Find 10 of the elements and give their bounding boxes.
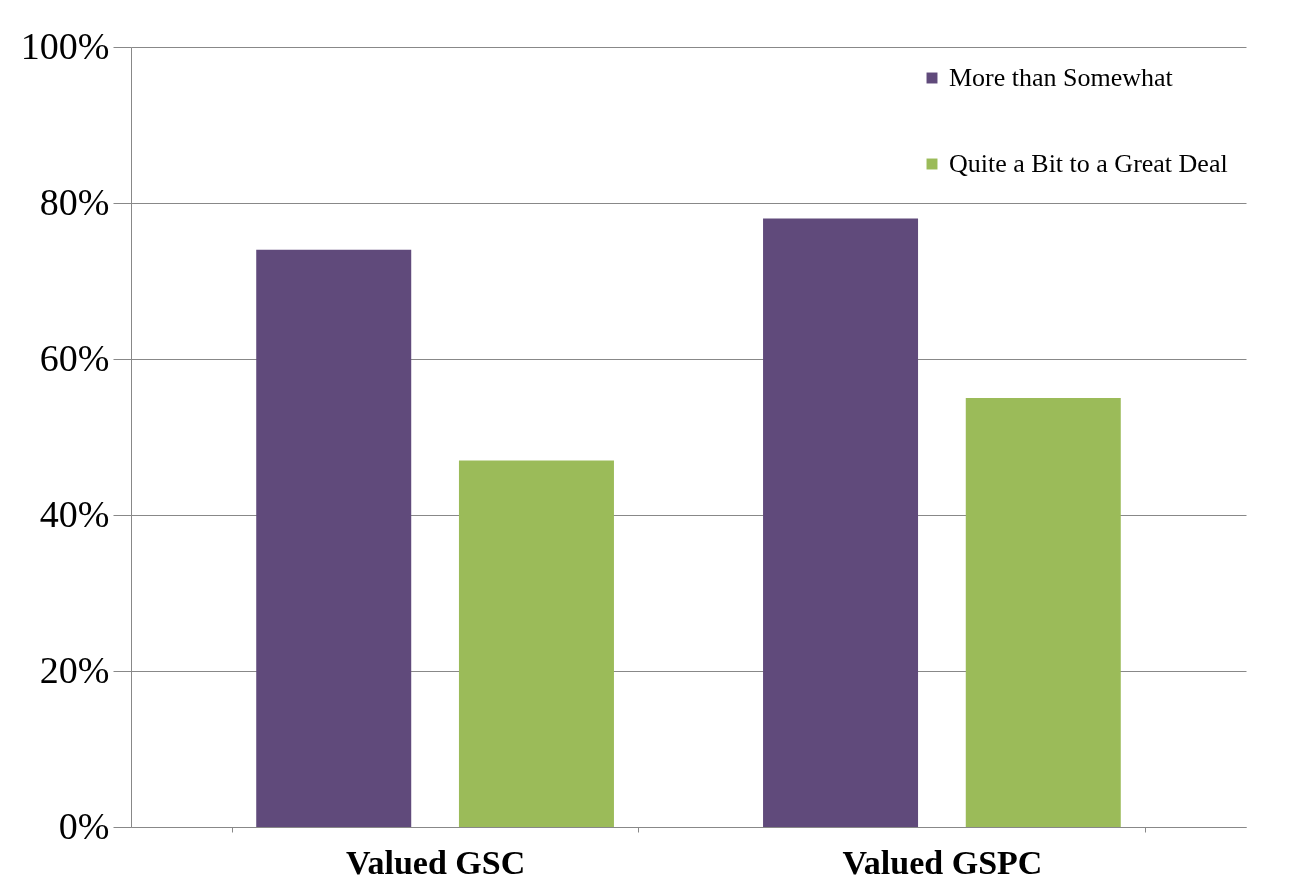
legend-label: More than Somewhat [949, 63, 1174, 92]
y-tick-label: 0% [58, 804, 110, 847]
y-tick-label: 20% [39, 648, 110, 691]
x-tick-label: Valued GSPC [842, 843, 1043, 881]
y-tick-label: 60% [39, 336, 110, 379]
y-tick-label: 80% [39, 180, 110, 223]
legend-label: Quite a Bit to a Great Deal [949, 149, 1228, 178]
y-tick-label: 40% [39, 492, 110, 535]
y-tick-label: 100% [20, 24, 110, 67]
x-tick-label: Valued GSC [345, 843, 526, 881]
